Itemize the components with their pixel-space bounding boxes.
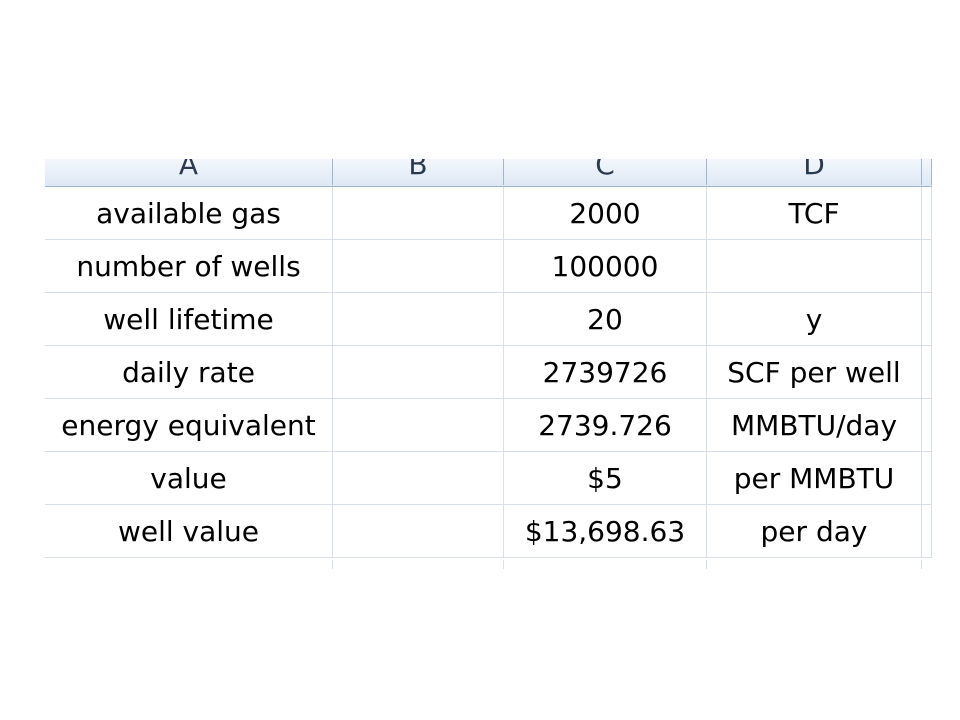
cell-b7[interactable] bbox=[333, 505, 504, 558]
cell-d7[interactable]: per day bbox=[707, 505, 922, 558]
column-header-d[interactable]: D bbox=[707, 159, 922, 185]
cell-c5[interactable]: 2739.726 bbox=[504, 399, 707, 452]
cell-b6[interactable] bbox=[333, 452, 504, 505]
cell-e2[interactable] bbox=[922, 240, 932, 293]
cell-a7[interactable]: well value bbox=[45, 505, 333, 558]
cell-d4[interactable]: SCF per well bbox=[707, 346, 922, 399]
table-row: well value $13,698.63 per day bbox=[45, 505, 932, 558]
cell-a5[interactable]: energy equivalent bbox=[45, 399, 333, 452]
cell-c3[interactable]: 20 bbox=[504, 293, 707, 346]
cell-d8[interactable] bbox=[707, 560, 922, 569]
table-row: energy equivalent 2739.726 MMBTU/day bbox=[45, 399, 932, 452]
cell-c1[interactable]: 2000 bbox=[504, 187, 707, 240]
table-row bbox=[45, 560, 932, 569]
table-row: value $5 per MMBTU bbox=[45, 452, 932, 505]
cell-a3[interactable]: well lifetime bbox=[45, 293, 333, 346]
table-row: well lifetime 20 y bbox=[45, 293, 932, 346]
cell-c2[interactable]: 100000 bbox=[504, 240, 707, 293]
cell-b5[interactable] bbox=[333, 399, 504, 452]
cell-c7[interactable]: $13,698.63 bbox=[504, 505, 707, 558]
column-header-b[interactable]: B bbox=[333, 159, 504, 185]
cell-a1[interactable]: available gas bbox=[45, 187, 333, 240]
column-header-c[interactable]: C bbox=[504, 159, 707, 185]
spreadsheet-grid: A B C D available gas 2000 TCF number of… bbox=[45, 159, 932, 569]
column-header-e[interactable] bbox=[922, 159, 932, 185]
cell-a4[interactable]: daily rate bbox=[45, 346, 333, 399]
cell-d5[interactable]: MMBTU/day bbox=[707, 399, 922, 452]
cell-b4[interactable] bbox=[333, 346, 504, 399]
table-row: number of wells 100000 bbox=[45, 240, 932, 293]
cell-e7[interactable] bbox=[922, 505, 932, 558]
cell-b2[interactable] bbox=[333, 240, 504, 293]
cell-e1[interactable] bbox=[922, 187, 932, 240]
table-row: daily rate 2739726 SCF per well bbox=[45, 346, 932, 399]
cell-b1[interactable] bbox=[333, 187, 504, 240]
cell-a6[interactable]: value bbox=[45, 452, 333, 505]
cell-d1[interactable]: TCF bbox=[707, 187, 922, 240]
cell-a8[interactable] bbox=[45, 560, 333, 569]
cell-d3[interactable]: y bbox=[707, 293, 922, 346]
cell-e3[interactable] bbox=[922, 293, 932, 346]
cell-a2[interactable]: number of wells bbox=[45, 240, 333, 293]
cell-b8[interactable] bbox=[333, 560, 504, 569]
cell-c8[interactable] bbox=[504, 560, 707, 569]
cell-e4[interactable] bbox=[922, 346, 932, 399]
cell-d2[interactable] bbox=[707, 240, 922, 293]
cell-e6[interactable] bbox=[922, 452, 932, 505]
cell-c6[interactable]: $5 bbox=[504, 452, 707, 505]
table-row: available gas 2000 TCF bbox=[45, 187, 932, 240]
column-header-a[interactable]: A bbox=[45, 159, 333, 185]
cell-b3[interactable] bbox=[333, 293, 504, 346]
cell-c4[interactable]: 2739726 bbox=[504, 346, 707, 399]
cell-e5[interactable] bbox=[922, 399, 932, 452]
column-header-bar: A B C D bbox=[45, 159, 932, 187]
cell-d6[interactable]: per MMBTU bbox=[707, 452, 922, 505]
